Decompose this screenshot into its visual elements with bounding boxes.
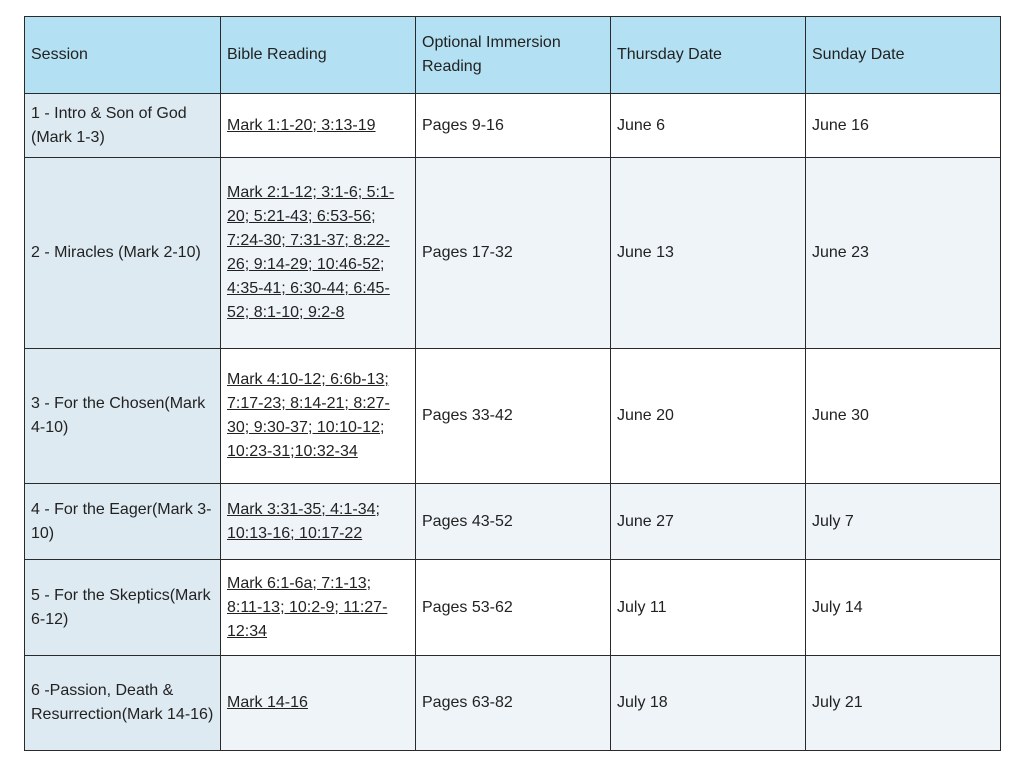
- session-cell: 4 - For the Eager(Mark 3-10): [24, 483, 221, 560]
- immersion-reading-cell: Pages 43-52: [415, 483, 611, 560]
- sunday-date-cell: July 21: [805, 655, 1001, 751]
- table-row: 3 - For the Chosen(Mark 4-10) Mark 4:10-1…: [24, 348, 1001, 484]
- thursday-date-cell: July 11: [610, 559, 806, 656]
- bible-reading-cell: Mark 6:1-6a; 7:1-13; 8:11-13; 10:2-9; 11…: [220, 559, 416, 656]
- session-cell: 1 - Intro & Son of God (Mark 1-3): [24, 93, 221, 158]
- bible-reading-cell: Mark 1:1-20; 3:13-19: [220, 93, 416, 158]
- sunday-date-cell: June 30: [805, 348, 1001, 484]
- bible-reading-link[interactable]: Mark 3:31-35; 4:1-34; 10:13-16; 10:17-22: [227, 500, 380, 542]
- header-immersion-reading: Optional Immersion Reading: [415, 16, 611, 94]
- sunday-date-cell: July 7: [805, 483, 1001, 560]
- thursday-date-cell: June 6: [610, 93, 806, 158]
- header-thursday-date: Thursday Date: [610, 16, 806, 94]
- table-row: 6 -Passion, Death & Resurrection(Mark 14…: [24, 655, 1001, 751]
- session-cell: 3 - For the Chosen(Mark 4-10): [24, 348, 221, 484]
- thursday-date-cell: June 27: [610, 483, 806, 560]
- table-row: 5 - For the Skeptics(Mark 6-12) Mark 6:1-…: [24, 559, 1001, 656]
- schedule-table: Session Bible Reading Optional Immersion…: [24, 16, 1001, 751]
- bible-reading-link[interactable]: Mark 4:10-12; 6:6b-13; 7:17-23; 8:14-21;…: [227, 371, 390, 460]
- table-row: 4 - For the Eager(Mark 3-10) Mark 3:31-35…: [24, 483, 1001, 560]
- bible-reading-cell: Mark 3:31-35; 4:1-34; 10:13-16; 10:17-22: [220, 483, 416, 560]
- immersion-reading-cell: Pages 33-42: [415, 348, 611, 484]
- sunday-date-cell: June 16: [805, 93, 1001, 158]
- immersion-reading-cell: Pages 53-62: [415, 559, 611, 656]
- header-row: Session Bible Reading Optional Immersion…: [24, 16, 1001, 94]
- bible-reading-cell: Mark 4:10-12; 6:6b-13; 7:17-23; 8:14-21;…: [220, 348, 416, 484]
- immersion-reading-cell: Pages 9-16: [415, 93, 611, 158]
- bible-reading-link[interactable]: Mark 1:1-20; 3:13-19: [227, 116, 376, 134]
- thursday-date-cell: June 20: [610, 348, 806, 484]
- header-session: Session: [24, 16, 221, 94]
- header-bible-reading: Bible Reading: [220, 16, 416, 94]
- session-cell: 2 - Miracles (Mark 2-10): [24, 157, 221, 349]
- thursday-date-cell: June 13: [610, 157, 806, 349]
- bible-reading-link[interactable]: Mark 6:1-6a; 7:1-13; 8:11-13; 10:2-9; 11…: [227, 574, 388, 640]
- header-sunday-date: Sunday Date: [805, 16, 1001, 94]
- session-cell: 5 - For the Skeptics(Mark 6-12): [24, 559, 221, 656]
- immersion-reading-cell: Pages 17-32: [415, 157, 611, 349]
- sunday-date-cell: July 14: [805, 559, 1001, 656]
- bible-reading-link[interactable]: Mark 14-16: [227, 694, 308, 711]
- table-row: 2 - Miracles (Mark 2-10) Mark 2:1-12; 3:1…: [24, 157, 1001, 349]
- table-row: 1 - Intro & Son of God (Mark 1-3) Mark 1:…: [24, 93, 1001, 158]
- bible-reading-cell: Mark 2:1-12; 3:1-6; 5:1-20; 5:21-43; 6:5…: [220, 157, 416, 349]
- bible-reading-link[interactable]: Mark 2:1-12; 3:1-6; 5:1-20; 5:21-43; 6:5…: [227, 184, 395, 321]
- bible-reading-cell: Mark 14-16: [220, 655, 416, 751]
- session-cell: 6 -Passion, Death & Resurrection(Mark 14…: [24, 655, 221, 751]
- immersion-reading-cell: Pages 63-82: [415, 655, 611, 751]
- thursday-date-cell: July 18: [610, 655, 806, 751]
- sunday-date-cell: June 23: [805, 157, 1001, 349]
